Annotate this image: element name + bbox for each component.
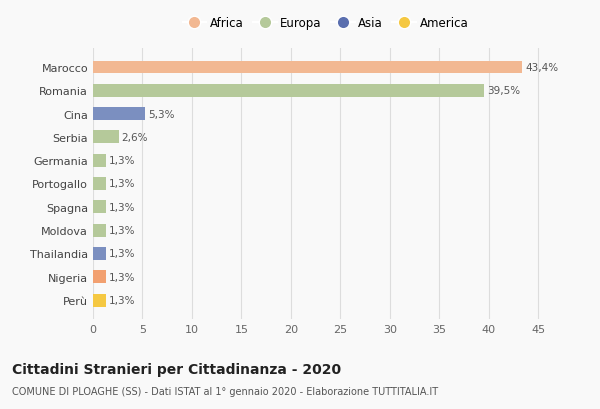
Text: 2,6%: 2,6% <box>122 133 148 142</box>
Bar <box>93 178 106 191</box>
Text: 1,3%: 1,3% <box>109 179 136 189</box>
Text: 1,3%: 1,3% <box>109 249 136 259</box>
Text: 43,4%: 43,4% <box>526 63 559 73</box>
Text: 39,5%: 39,5% <box>487 86 520 96</box>
Bar <box>93 271 106 283</box>
Text: COMUNE DI PLOAGHE (SS) - Dati ISTAT al 1° gennaio 2020 - Elaborazione TUTTITALIA: COMUNE DI PLOAGHE (SS) - Dati ISTAT al 1… <box>12 387 438 396</box>
Bar <box>93 154 106 167</box>
Text: Cittadini Stranieri per Cittadinanza - 2020: Cittadini Stranieri per Cittadinanza - 2… <box>12 362 341 376</box>
Bar <box>93 294 106 307</box>
Text: 1,3%: 1,3% <box>109 295 136 306</box>
Bar <box>93 85 484 97</box>
Bar <box>93 224 106 237</box>
Text: 1,3%: 1,3% <box>109 272 136 282</box>
Legend: Africa, Europa, Asia, America: Africa, Europa, Asia, America <box>180 14 471 32</box>
Bar <box>93 61 523 74</box>
Bar <box>93 201 106 214</box>
Text: 1,3%: 1,3% <box>109 202 136 212</box>
Text: 1,3%: 1,3% <box>109 226 136 236</box>
Text: 5,3%: 5,3% <box>148 109 175 119</box>
Bar <box>93 131 119 144</box>
Text: 1,3%: 1,3% <box>109 156 136 166</box>
Bar <box>93 247 106 260</box>
Bar <box>93 108 145 121</box>
